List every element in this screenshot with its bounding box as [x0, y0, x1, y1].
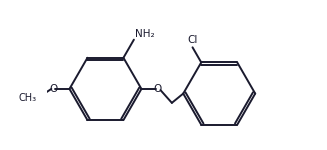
Text: O: O	[49, 84, 57, 94]
Text: CH₃: CH₃	[19, 93, 37, 103]
Text: O: O	[154, 84, 162, 94]
Text: Cl: Cl	[187, 35, 198, 45]
Text: NH₂: NH₂	[135, 28, 155, 39]
